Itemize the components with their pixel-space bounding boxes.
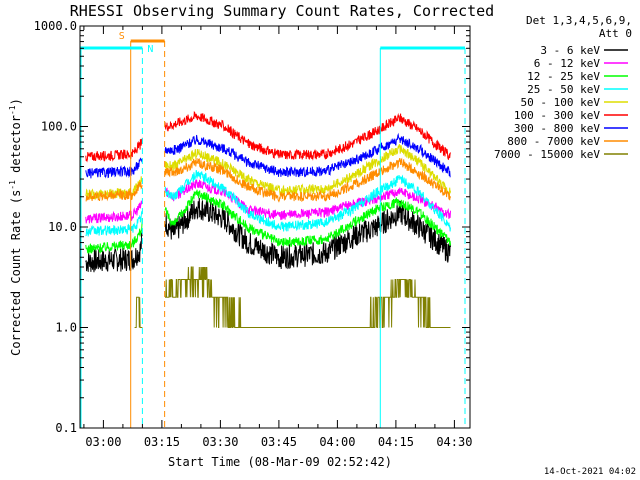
- legend-label: 3 - 6 keV: [540, 44, 600, 57]
- x-tick-label: 03:45: [261, 435, 297, 449]
- legend-label: 6 - 12 keV: [534, 57, 601, 70]
- y-tick-label: 0.1: [55, 421, 77, 435]
- legend-label: 300 - 800 keV: [514, 122, 600, 135]
- y-axis: 0.1 1.0 10.0 100.0 1000.0: [34, 19, 470, 435]
- series-line-12-25-keV: [85, 189, 451, 255]
- night-label: N: [147, 44, 153, 55]
- y-tick-label: 1.0: [55, 321, 77, 335]
- series-line-25-50-keV: [85, 169, 451, 237]
- series-line-100-300-keV: [85, 110, 451, 163]
- footer-timestamp: 14-Oct-2021 04:02: [544, 467, 636, 477]
- legend-label: 50 - 100 keV: [521, 96, 601, 109]
- x-tick-label: 04:15: [378, 435, 414, 449]
- chart-title: RHESSI Observing Summary Count Rates, Co…: [70, 2, 494, 20]
- x-tick-label: 04:30: [436, 435, 472, 449]
- legend-attenuator-line: Att 0: [599, 27, 632, 40]
- x-axis: 03:00 03:15 03:30 03:45 04:00 04:15 04:30: [83, 26, 472, 449]
- series-line-800-7000-keV: [85, 157, 451, 203]
- series-layer: [85, 110, 451, 328]
- legend-label: 25 - 50 keV: [527, 83, 600, 96]
- legend-label: 7000 - 15000 keV: [494, 148, 600, 161]
- legend-label: 800 - 7000 keV: [507, 135, 600, 148]
- x-tick-label: 03:15: [144, 435, 180, 449]
- x-tick-label: 03:00: [85, 435, 121, 449]
- y-tick-label: 100.0: [41, 120, 77, 134]
- series-line-3-6-keV: [85, 197, 451, 273]
- series-line-6-12-keV: [85, 179, 451, 224]
- x-tick-label: 03:30: [202, 435, 238, 449]
- legend-detector-line: Det 1,3,4,5,6,9,: [526, 14, 632, 27]
- saa-label: S: [119, 31, 125, 42]
- y-tick-label: 1000.0: [34, 19, 77, 33]
- x-axis-label: Start Time (08-Mar-09 02:52:42): [168, 455, 392, 469]
- y-axis-label: Corrected Count Rate (s-1 detector-1): [8, 98, 23, 356]
- series-line-300-800-keV: [85, 132, 451, 179]
- series-line-7000-15000-keV: [134, 266, 451, 328]
- legend-label: 100 - 300 keV: [514, 109, 600, 122]
- legend-label: 12 - 25 keV: [527, 70, 600, 83]
- attenuator-layer: SN: [80, 31, 466, 428]
- y-tick-label: 10.0: [48, 220, 77, 234]
- x-tick-label: 04:00: [319, 435, 355, 449]
